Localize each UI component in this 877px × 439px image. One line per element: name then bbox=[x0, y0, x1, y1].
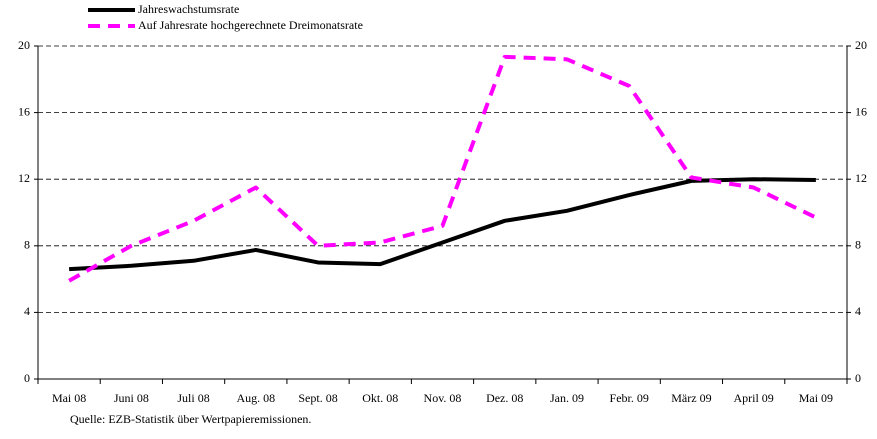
y2-tick-label: 12 bbox=[855, 171, 867, 185]
y-tick-label: 0 bbox=[24, 371, 30, 385]
y-tick-label: 4 bbox=[24, 304, 30, 318]
x-tick-label: Okt. 08 bbox=[362, 391, 398, 405]
y2-tick-label: 8 bbox=[855, 238, 861, 252]
series-line bbox=[69, 177, 816, 272]
y-tick-label: 8 bbox=[24, 238, 30, 252]
series-line bbox=[68, 54, 817, 283]
x-tick-label: Mai 09 bbox=[799, 391, 833, 405]
x-tick-label: Aug. 08 bbox=[236, 391, 275, 405]
x-tick-label: Mai 08 bbox=[52, 391, 86, 405]
x-tick-label: Dez. 08 bbox=[486, 391, 523, 405]
y-tick-label: 12 bbox=[18, 171, 30, 185]
y2-tick-label: 16 bbox=[855, 104, 867, 118]
y2-tick-label: 4 bbox=[855, 304, 861, 318]
x-tick-label: Sept. 08 bbox=[298, 391, 337, 405]
y2-tick-label: 20 bbox=[855, 38, 867, 52]
x-tick-label: Nov. 08 bbox=[424, 391, 462, 405]
legend-label: Jahreswachstumsrate bbox=[138, 2, 239, 16]
x-tick-label: Juli 08 bbox=[177, 391, 209, 405]
x-tick-label: Febr. 09 bbox=[610, 391, 649, 405]
legend-label: Auf Jahresrate hochgerechnete Dreimonats… bbox=[138, 18, 363, 32]
x-tick-label: Jan. 09 bbox=[550, 391, 584, 405]
x-tick-label: April 09 bbox=[733, 391, 773, 405]
source-note: Quelle: EZB-Statistik über Wertpapieremi… bbox=[70, 412, 311, 426]
x-tick-label: Juni 08 bbox=[114, 391, 149, 405]
y2-tick-label: 0 bbox=[855, 371, 861, 385]
x-tick-label: März 09 bbox=[671, 391, 711, 405]
y-tick-label: 16 bbox=[18, 104, 30, 118]
y-tick-label: 20 bbox=[18, 38, 30, 52]
